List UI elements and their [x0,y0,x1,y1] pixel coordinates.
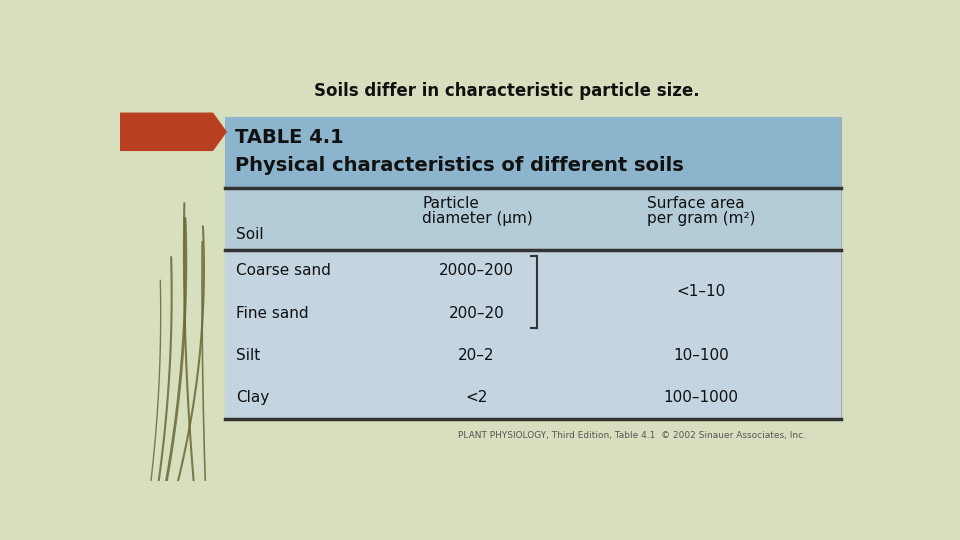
Text: 20–2: 20–2 [458,348,494,363]
Text: diameter (μm): diameter (μm) [422,211,533,226]
FancyBboxPatch shape [225,188,841,249]
Text: Coarse sand: Coarse sand [236,264,331,278]
Text: per gram (m²): per gram (m²) [647,211,756,226]
FancyBboxPatch shape [225,117,841,188]
FancyBboxPatch shape [225,249,841,419]
Text: Soils differ in characteristic particle size.: Soils differ in characteristic particle … [314,82,700,100]
Text: <2: <2 [466,390,488,406]
Text: Fine sand: Fine sand [236,306,309,321]
Text: 200–20: 200–20 [448,306,504,321]
FancyBboxPatch shape [225,117,841,419]
Text: Silt: Silt [236,348,260,363]
Text: 10–100: 10–100 [673,348,730,363]
Text: <1–10: <1–10 [677,285,726,300]
Text: Physical characteristics of different soils: Physical characteristics of different so… [235,156,684,174]
Text: Soil: Soil [236,227,264,242]
Text: PLANT PHYSIOLOGY, Third Edition, Table 4.1  © 2002 Sinauer Associates, Inc.: PLANT PHYSIOLOGY, Third Edition, Table 4… [458,430,805,440]
Text: TABLE 4.1: TABLE 4.1 [235,128,345,147]
Text: Particle: Particle [422,195,479,211]
Text: Clay: Clay [236,390,270,406]
Text: Surface area: Surface area [647,195,745,211]
Text: 2000–200: 2000–200 [439,264,514,278]
Polygon shape [120,112,227,151]
Text: 100–1000: 100–1000 [663,390,739,406]
